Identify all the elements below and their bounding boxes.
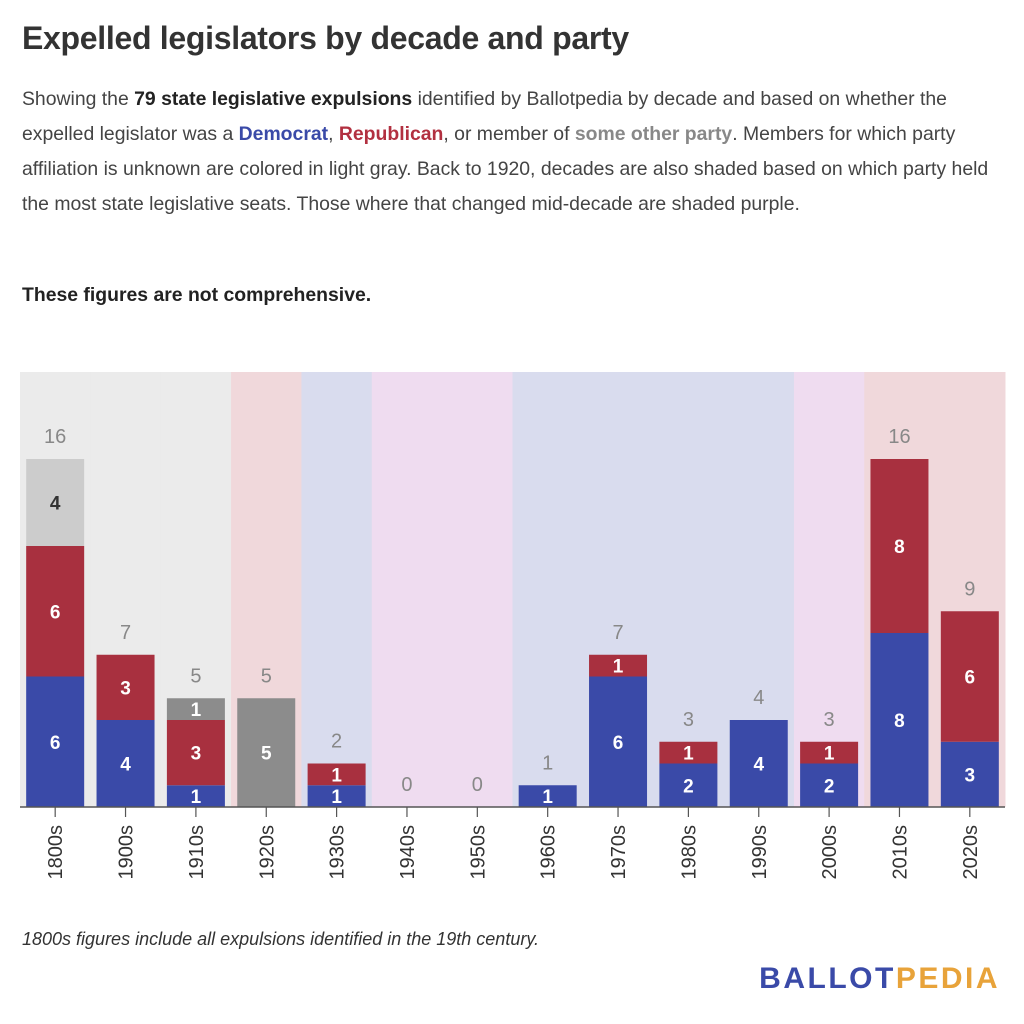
segment-label-democrat-2010s: 8	[894, 711, 905, 732]
democrat-label: Democrat	[238, 123, 329, 145]
segment-label-republican-1930s: 1	[331, 765, 342, 786]
segment-label-democrat-1800s: 6	[50, 733, 61, 754]
x-tick-label-1950s: 1950s	[467, 825, 489, 880]
bar-republican-2010s	[870, 459, 929, 633]
background-band-1930s	[301, 372, 373, 807]
chart-title: Expelled legislators by decade and party	[22, 20, 629, 56]
segment-label-republican-1970s: 1	[613, 657, 624, 678]
bar-republican-1930s	[307, 763, 366, 786]
segment-label-democrat-1990s: 4	[753, 755, 764, 776]
bar-democrat-1980s	[659, 763, 718, 807]
background-band-1980s	[653, 372, 725, 807]
segment-label-unknown-1800s: 4	[50, 494, 61, 515]
republican-label: Republican	[338, 123, 444, 145]
bar-republican-1970s	[589, 654, 648, 677]
comprehensiveness-note: These figures are not comprehensive.	[22, 284, 372, 306]
total-label-2020s: 9	[964, 578, 975, 600]
background-band-2000s	[793, 372, 865, 807]
segment-label-democrat-1960s: 1	[542, 787, 553, 808]
total-label-1930s: 2	[331, 731, 342, 753]
total-label-1900s: 7	[120, 622, 131, 644]
x-tick-label-1970s: 1970s	[608, 825, 630, 880]
segment-label-other-1910s: 1	[191, 700, 202, 721]
x-tick-label-2010s: 2010s	[889, 825, 911, 880]
bar-republican-1900s	[96, 654, 155, 720]
total-label-1990s: 4	[753, 687, 764, 709]
background-band-1950s	[442, 372, 513, 807]
x-tick-label-1800s: 1800s	[45, 825, 67, 880]
segment-label-republican-2000s: 1	[824, 744, 835, 765]
other-party-label: some other party	[574, 123, 733, 145]
total-label-1940s: 0	[401, 774, 412, 796]
bar-republican-1800s	[26, 546, 85, 677]
x-tick-label-1920s: 1920s	[256, 825, 278, 880]
bar-republican-2000s	[800, 741, 859, 764]
bar-democrat-1910s	[166, 785, 225, 807]
bar-other-1920s	[237, 698, 296, 807]
x-tick-label-2000s: 2000s	[819, 825, 841, 880]
segment-label-republican-2010s: 8	[894, 537, 905, 558]
bar-republican-1980s	[659, 741, 718, 764]
bar-democrat-1970s	[589, 676, 648, 807]
bar-democrat-1800s	[26, 676, 85, 807]
segment-label-democrat-1930s: 1	[331, 787, 342, 808]
total-label-1910s: 5	[190, 665, 201, 687]
segment-label-democrat-1900s: 4	[120, 755, 131, 776]
bar-democrat-2020s	[940, 741, 999, 807]
segment-label-other-1920s: 5	[261, 744, 272, 765]
x-tick-label-1910s: 1910s	[186, 825, 208, 880]
bar-democrat-1960s	[518, 785, 577, 807]
bar-other-1910s	[166, 698, 225, 720]
segment-label-republican-1980s: 1	[683, 744, 694, 765]
total-label-1950s: 0	[472, 774, 483, 796]
x-tick-label-1940s: 1940s	[397, 825, 419, 880]
total-label-2000s: 3	[824, 709, 835, 731]
segment-label-republican-1800s: 6	[50, 602, 61, 623]
footnote: 1800s figures include all expulsions ide…	[22, 929, 539, 949]
x-tick-label-1960s: 1960s	[538, 825, 560, 880]
total-label-2010s: 16	[888, 426, 910, 448]
total-label-1970s: 7	[612, 622, 623, 644]
x-tick-label-1900s: 1900s	[116, 825, 138, 880]
x-tick-label-1990s: 1990s	[749, 825, 771, 880]
background-band-1960s	[512, 372, 584, 807]
bar-democrat-2000s	[800, 763, 859, 807]
total-label-1960s: 1	[542, 752, 553, 774]
total-label-1920s: 5	[261, 665, 272, 687]
bar-democrat-1990s	[729, 720, 788, 807]
segment-label-democrat-2020s: 3	[965, 765, 976, 786]
ballotpedia-logo: BALLOTPEDIA	[759, 962, 1000, 995]
segment-label-republican-2020s: 6	[965, 668, 976, 689]
total-label-1980s: 3	[683, 709, 694, 731]
bar-democrat-1900s	[96, 720, 155, 807]
x-tick-label-1980s: 1980s	[678, 825, 700, 880]
bar-republican-1910s	[166, 720, 225, 786]
segment-label-democrat-1970s: 6	[613, 733, 624, 754]
bar-democrat-2010s	[870, 633, 929, 807]
total-label-1800s: 16	[44, 426, 66, 448]
segment-label-republican-1910s: 3	[191, 744, 202, 765]
expulsion-count: 79 state legislative expulsions	[134, 88, 413, 110]
segment-label-democrat-1980s: 2	[683, 776, 694, 797]
chart-subtitle: Showing the 79 state legislative expulsi…	[22, 88, 989, 215]
segment-label-democrat-2000s: 2	[824, 776, 835, 797]
x-tick-label-1930s: 1930s	[327, 825, 349, 880]
segment-label-democrat-1910s: 1	[191, 787, 202, 808]
bar-republican-2020s	[940, 611, 999, 742]
segment-label-republican-1900s: 3	[120, 678, 131, 699]
background-band-1940s	[371, 372, 443, 807]
bar-democrat-1930s	[307, 785, 366, 807]
bar-unknown-1800s	[26, 459, 85, 546]
x-tick-label-2020s: 2020s	[960, 825, 982, 880]
